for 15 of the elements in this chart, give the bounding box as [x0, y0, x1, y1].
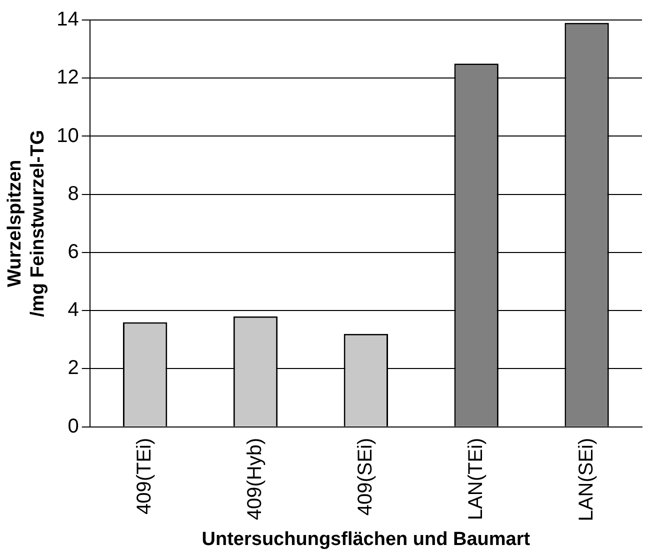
x-axis-title: Untersuchungsflächen und Baumart: [202, 528, 531, 550]
y-axis-title: Wurzelspitzen /mg Feinstwurzel-TG: [4, 130, 48, 317]
y-tick-label: 8: [68, 182, 79, 205]
x-tick-label: LAN(SEi): [575, 438, 598, 522]
y-tick-label: 14: [56, 8, 79, 31]
y-tick-label: 2: [68, 357, 79, 380]
y-tick-label: 10: [56, 124, 79, 147]
x-tick-label: 409(SEi): [354, 438, 376, 516]
x-tick-label: 409(Hyb): [244, 438, 266, 520]
y-tick-label: 6: [68, 241, 79, 263]
y-tick-label: 12: [56, 66, 79, 89]
x-tick-label: LAN(TEi): [464, 438, 487, 520]
x-tick-label: 409(TEi): [134, 438, 156, 515]
y-tick-label: 0: [68, 415, 79, 438]
y-tick-label: 4: [68, 299, 79, 322]
